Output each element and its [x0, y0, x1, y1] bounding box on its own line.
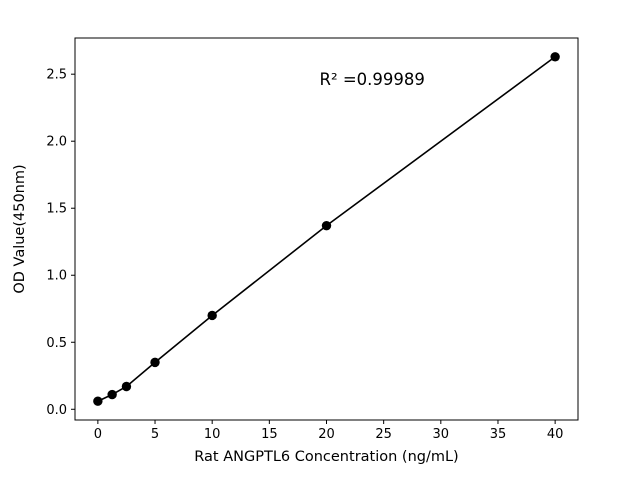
y-tick-label: 0.0	[46, 403, 67, 418]
y-tick-label: 1.0	[46, 269, 67, 284]
x-tick-label: 5	[151, 427, 159, 442]
x-tick-label: 15	[261, 427, 278, 442]
x-tick-label: 20	[318, 427, 335, 442]
data-point	[93, 396, 103, 406]
r-squared-annotation: R² =0.99989	[320, 70, 425, 89]
data-point	[550, 52, 560, 62]
x-tick-label: 35	[490, 427, 507, 442]
x-tick-label: 30	[433, 427, 450, 442]
y-tick-label: 2.0	[46, 135, 67, 150]
y-tick-label: 1.5	[46, 202, 67, 217]
data-point	[207, 310, 217, 321]
y-tick-label: 0.5	[46, 336, 67, 351]
x-tick-label: 10	[204, 427, 221, 442]
data-point	[321, 220, 332, 231]
x-axis-label: Rat ANGPTL6 Concentration (ng/mL)	[194, 449, 458, 465]
data-point	[107, 389, 117, 400]
x-tick-label: 0	[94, 427, 102, 442]
y-axis-label: OD Value(450nm)	[12, 164, 28, 293]
data-point	[121, 381, 132, 392]
x-tick-label: 40	[547, 427, 564, 442]
y-tick-label: 2.5	[46, 68, 67, 83]
data-point	[150, 357, 160, 368]
x-tick-label: 25	[375, 427, 392, 442]
